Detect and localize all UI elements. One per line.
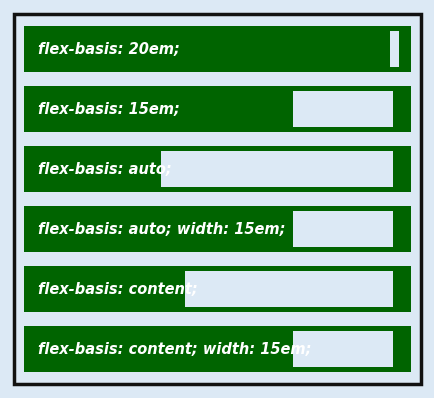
Bar (24, 266, 410, 312)
Bar (24, 26, 410, 72)
Text: flex-basis: 20em;: flex-basis: 20em; (38, 41, 180, 57)
Bar (24, 146, 410, 192)
Text: flex-basis: content; width: 15em;: flex-basis: content; width: 15em; (38, 341, 311, 357)
Bar (24, 86, 410, 132)
Text: flex-basis: auto;: flex-basis: auto; (38, 162, 171, 176)
Bar (292, 331, 392, 367)
Bar (161, 151, 392, 187)
Bar (184, 271, 392, 307)
Bar (24, 206, 410, 252)
Bar (292, 211, 392, 247)
Text: flex-basis: auto; width: 15em;: flex-basis: auto; width: 15em; (38, 222, 285, 236)
Bar (24, 326, 410, 372)
Bar (389, 31, 398, 67)
Text: flex-basis: content;: flex-basis: content; (38, 281, 197, 297)
Text: flex-basis: 15em;: flex-basis: 15em; (38, 101, 180, 117)
Bar (292, 91, 392, 127)
